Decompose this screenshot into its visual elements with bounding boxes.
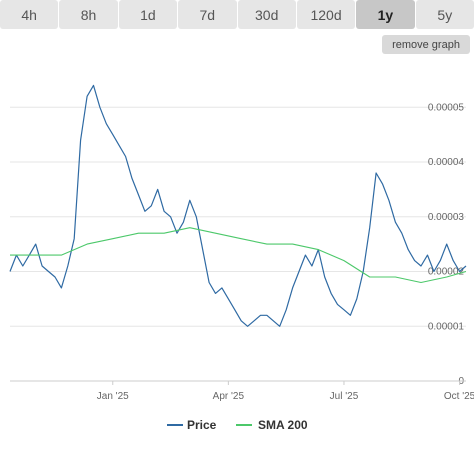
tab-5y[interactable]: 5y	[415, 0, 474, 29]
tab-120d[interactable]: 120d	[296, 0, 356, 29]
tab-1d[interactable]: 1d	[118, 0, 178, 29]
y-tick-label: 0.00005	[428, 102, 465, 113]
tab-30d[interactable]: 30d	[237, 0, 296, 29]
legend-label: Price	[187, 418, 217, 432]
price-chart: 00.000010.000020.000030.000040.00005Jan …	[9, 84, 474, 432]
price-line	[9, 84, 467, 327]
sma-200-line	[10, 227, 467, 284]
legend-label: SMA 200	[258, 418, 308, 432]
tab-7d[interactable]: 7d	[178, 0, 237, 29]
x-tick-label: Apr '25	[213, 391, 245, 402]
x-tick-label: Jul '25	[330, 391, 359, 402]
timeframe-tabs: 4h 8h 1d 7d 30d 120d 1y 5y	[0, 0, 474, 30]
tab-8h[interactable]: 8h	[59, 0, 118, 29]
x-tick-label: Jan '25	[97, 391, 129, 402]
remove-graph-button[interactable]: remove graph	[382, 35, 470, 54]
y-tick-label: 0.00002	[428, 267, 465, 278]
tab-1y[interactable]: 1y	[356, 0, 415, 29]
tab-4h[interactable]: 4h	[0, 0, 59, 29]
y-tick-label: 0.00003	[428, 212, 465, 223]
y-tick-label: 0.00004	[428, 157, 465, 168]
x-tick-label: Oct '25	[444, 391, 474, 402]
y-tick-label: 0.00001	[428, 321, 465, 332]
